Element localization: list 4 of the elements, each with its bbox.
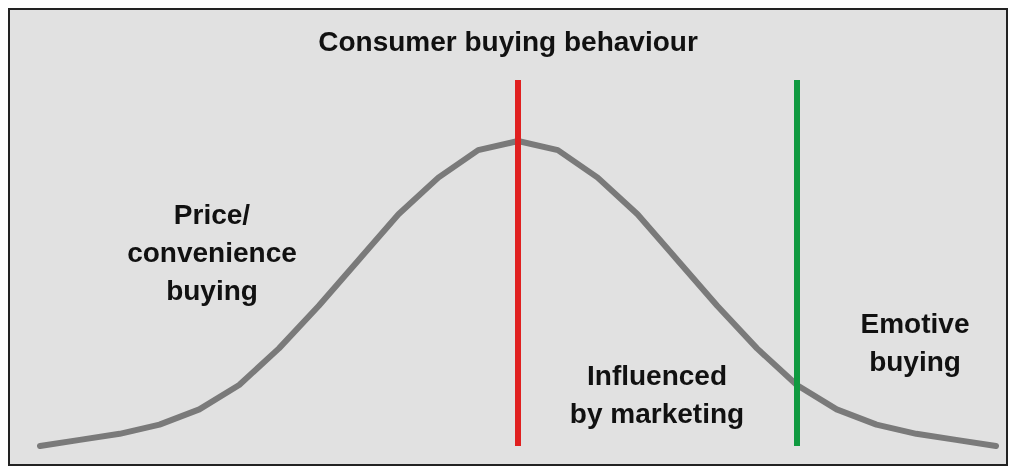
annotation: Price/ convenience buying [127,199,297,307]
annotation: Influenced by marketing [569,360,745,430]
chart-title: Consumer buying behaviour [318,25,698,57]
annotation: Emotive buying [860,307,970,377]
